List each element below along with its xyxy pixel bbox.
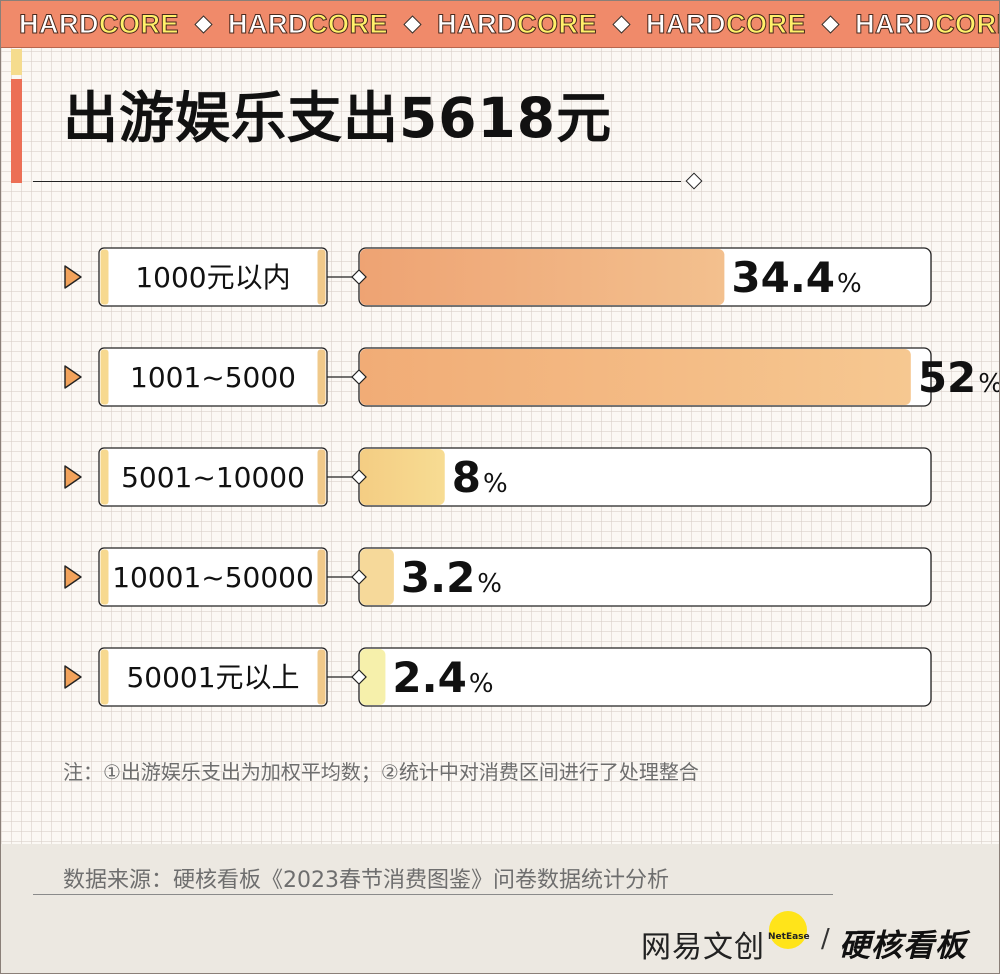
value-number: 8 xyxy=(452,453,481,502)
bar-track xyxy=(358,447,932,507)
value-number: 2.4 xyxy=(392,653,466,702)
value-unit: % xyxy=(469,669,494,699)
category-box-stripe-left xyxy=(100,249,109,305)
bar xyxy=(360,449,445,505)
value-label: 3.2% xyxy=(401,553,502,602)
value-unit: % xyxy=(483,469,508,499)
netease-en-logo: NetEase xyxy=(768,932,810,942)
side-accent-yellow xyxy=(11,49,22,75)
netease-wenchuang-logo: 网易文创 xyxy=(641,930,765,965)
category-label: 10001~50000 xyxy=(112,561,314,594)
category-label: 1001~5000 xyxy=(130,361,296,394)
banner-item: HARDCORE xyxy=(437,8,631,40)
value-number: 3.2 xyxy=(401,553,475,602)
banner-word: HARDCORE xyxy=(19,8,180,39)
category-box-stripe-left xyxy=(100,349,109,405)
banner-word: HARDCORE xyxy=(437,8,598,39)
hardcore-banner: HARDCORE HARDCORE HARDCORE HARDCORE HARDCORE xyxy=(1,1,999,48)
banner-item: HARDCORE xyxy=(228,8,422,40)
banner-item: HARDCORE xyxy=(855,8,999,40)
category-label: 5001~10000 xyxy=(121,461,305,494)
footer: 数据来源：硬核看板《2023春节消费图鉴》问卷数据统计分析 网易文创 NetEa… xyxy=(1,844,999,973)
data-source: 数据来源：硬核看板《2023春节消费图鉴》问卷数据统计分析 xyxy=(63,868,669,893)
banner-word: HARDCORE xyxy=(646,8,807,39)
bar xyxy=(360,249,725,305)
row-arrow-icon xyxy=(64,365,82,389)
bar xyxy=(360,649,386,705)
row-arrow-icon xyxy=(64,465,82,489)
connector-diamond-icon xyxy=(351,669,367,685)
bar-chart: 1000元以内 34.4% 1001~5000 52% 5001~10000 8% 1000… xyxy=(64,247,1000,707)
category-box-stripe-right xyxy=(317,349,326,405)
connector-diamond-icon xyxy=(351,469,367,485)
title-divider xyxy=(33,181,681,182)
category-label: 50001元以上 xyxy=(126,661,299,694)
category-box-stripe-right xyxy=(317,449,326,505)
category-box-stripe-left xyxy=(100,649,109,705)
source-divider xyxy=(33,894,833,895)
value-number: 52 xyxy=(918,353,976,402)
banner-item: HARDCORE xyxy=(646,8,840,40)
banner-item: HARDCORE xyxy=(19,8,213,40)
netease-dot-icon xyxy=(769,911,807,949)
banner-word: HARDCORE xyxy=(228,8,389,39)
category-box-stripe-right xyxy=(317,549,326,605)
value-label: 34.4% xyxy=(731,253,861,302)
row-arrow-icon xyxy=(64,265,82,289)
category-box-stripe-left xyxy=(100,449,109,505)
side-accent-red xyxy=(11,79,22,183)
value-unit: % xyxy=(477,569,502,599)
value-unit: % xyxy=(978,369,1000,399)
value-label: 8% xyxy=(452,453,508,502)
value-number: 34.4 xyxy=(731,253,835,302)
category-label: 1000元以内 xyxy=(135,261,290,294)
value-unit: % xyxy=(837,269,862,299)
chart-note: 注：①出游娱乐支出为加权平均数；②统计中对消费区间进行了处理整合 xyxy=(63,760,699,784)
row-arrow-icon xyxy=(64,565,82,589)
value-label: 52% xyxy=(918,353,1000,402)
hardcore-board-logo: 硬核看板 xyxy=(839,928,967,964)
banner-word: HARDCORE xyxy=(855,8,999,39)
category-box-stripe-right xyxy=(317,249,326,305)
row-arrow-icon xyxy=(64,665,82,689)
connector-diamond-icon xyxy=(351,369,367,385)
connector-diamond-icon xyxy=(351,569,367,585)
logo-separator: / xyxy=(821,924,830,954)
connector-diamond-icon xyxy=(351,269,367,285)
chart-title: 出游娱乐支出5618元 xyxy=(63,86,613,150)
category-box-stripe-left xyxy=(100,549,109,605)
category-box-stripe-right xyxy=(317,649,326,705)
bar xyxy=(360,349,911,405)
bar xyxy=(360,549,394,605)
value-label: 2.4% xyxy=(392,653,493,702)
